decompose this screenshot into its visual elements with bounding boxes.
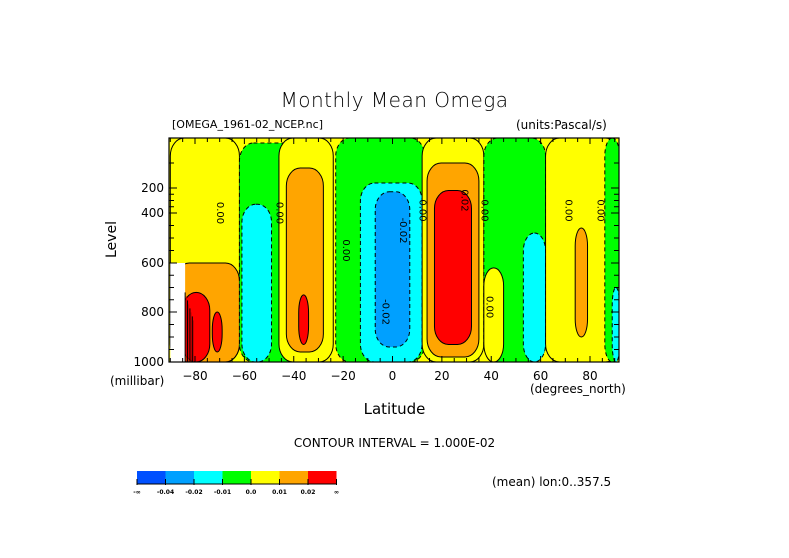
legend-swatch [308, 471, 337, 484]
x-axis-units: (degrees_north) [530, 382, 626, 396]
legend-tick-label: -0.01 [214, 489, 231, 496]
contour-label: 0.00 [562, 199, 573, 221]
y-tick-label: 400 [141, 206, 164, 220]
legend-swatch [251, 471, 280, 484]
legend-tick-label: 0.02 [301, 489, 316, 496]
missing-data-area [170, 263, 186, 362]
file-label: [OMEGA_1961-02_NCEP.nc] [172, 118, 323, 131]
contour-label: 0.00 [340, 239, 351, 261]
contour-label: 0.00 [214, 202, 225, 224]
x-tick-label: −40 [281, 369, 306, 383]
x-tick-label: 60 [533, 369, 548, 383]
contour-region-nh-subtrop-red [433, 190, 472, 345]
contour-region-nh-high-orange [574, 227, 589, 338]
y-tick-label: 600 [141, 256, 164, 270]
mean-longitude-label: (mean) lon:0..357.5 [492, 475, 612, 489]
legend-tick-label: ∞ [334, 489, 339, 496]
x-tick-label: 40 [484, 369, 499, 383]
contour-region-sh-red-small [211, 311, 223, 353]
legend-swatch [279, 471, 308, 484]
x-tick-label: −60 [232, 369, 257, 383]
contour-label: 0.02 [459, 189, 470, 211]
units-label: (units:Pascal/s) [516, 118, 607, 132]
contour-label: 0.00 [478, 199, 489, 221]
contour-region-nh-midlat-cyan [522, 232, 547, 362]
legend-swatch [137, 471, 166, 484]
contour-label: -0.02 [397, 218, 408, 244]
contour-label: 0.00 [417, 199, 428, 221]
y-tick-label: 1000 [133, 355, 164, 369]
legend-tick-label: 0.0 [246, 489, 257, 496]
contour-label: -0.02 [380, 299, 391, 325]
x-tick-label: −80 [182, 369, 207, 383]
legend-tick-label: -0.02 [185, 489, 202, 496]
y-tick-label: 200 [141, 181, 164, 195]
x-tick-label: 0 [389, 369, 397, 383]
legend-swatch [165, 471, 194, 484]
contour-label: 0.00 [594, 199, 605, 221]
contour-region-sh-40-orange [285, 167, 324, 353]
contour-region-sh-midlat-cyan [241, 203, 273, 362]
y-axis-units: (millibar) [110, 374, 165, 388]
x-axis-label: Latitude [363, 400, 426, 418]
x-tick-label: 20 [434, 369, 449, 383]
contour-interval-label: CONTOUR INTERVAL = 1.000E-02 [293, 436, 496, 450]
legend-tick-label: -0.04 [157, 489, 174, 496]
legend-tick-label: 0.01 [272, 489, 287, 496]
x-tick-label: −20 [330, 369, 355, 383]
x-tick-label: 80 [582, 369, 597, 383]
contour-region-sh-40-red [298, 294, 310, 346]
contour-region-tropics-blue [374, 191, 411, 348]
y-tick-label: 800 [141, 305, 164, 319]
legend-swatch [222, 471, 251, 484]
chart-title: Monthly Mean Omega [280, 88, 509, 112]
legend-swatch [194, 471, 223, 484]
legend-tick-label: -∞ [133, 489, 141, 496]
contour-label: 0.00 [483, 296, 494, 318]
contour-label: 0.00 [273, 202, 284, 224]
